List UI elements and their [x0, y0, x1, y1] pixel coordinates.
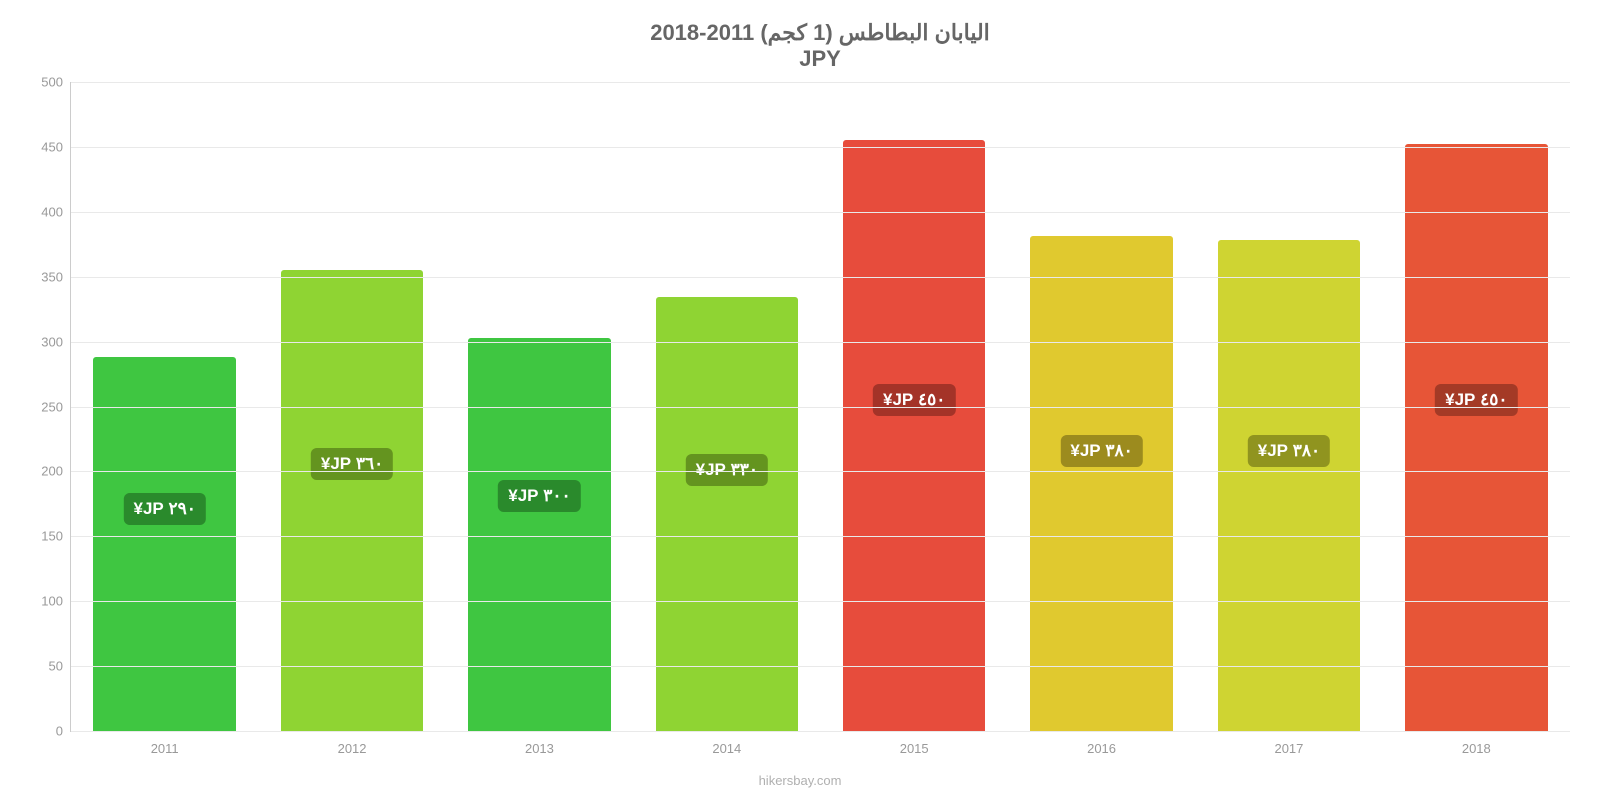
chart-title-line1: اليابان البطاطس (1 كجم) 2011-2018 [70, 20, 1570, 46]
bar [843, 140, 985, 731]
ytick-label: 200 [41, 464, 71, 479]
ytick-label: 0 [56, 724, 71, 739]
ytick-label: 100 [41, 594, 71, 609]
value-badge: ٤٥٠ JP¥ [873, 384, 955, 416]
ytick-label: 500 [41, 75, 71, 90]
value-badge: ٣٨٠ JP¥ [1248, 435, 1330, 467]
bar [93, 357, 235, 731]
bar [1405, 144, 1547, 731]
xtick-label: 2014 [712, 741, 741, 756]
gridline [71, 536, 1570, 537]
ytick-label: 50 [49, 659, 71, 674]
chart-title-line2: JPY [70, 46, 1570, 72]
gridline [71, 342, 1570, 343]
bar-chart: اليابان البطاطس (1 كجم) 2011-2018 JPY ٢٩… [0, 0, 1600, 800]
xtick-label: 2013 [525, 741, 554, 756]
ytick-label: 350 [41, 269, 71, 284]
gridline [71, 277, 1570, 278]
value-badge: ٢٩٠ JP¥ [123, 493, 205, 525]
gridline [71, 82, 1570, 83]
value-badge: ٣٦٠ JP¥ [311, 448, 393, 480]
gridline [71, 407, 1570, 408]
ytick-label: 300 [41, 334, 71, 349]
plot-area: ٢٩٠ JP¥2011٣٦٠ JP¥2012٣٠٠ JP¥2013٣٣٠ JP¥… [70, 82, 1570, 732]
xtick-label: 2015 [900, 741, 929, 756]
bar [468, 338, 610, 731]
value-badge: ٤٥٠ JP¥ [1435, 384, 1517, 416]
gridline [71, 731, 1570, 732]
gridline [71, 666, 1570, 667]
ytick-label: 450 [41, 139, 71, 154]
credit-text: hikersbay.com [759, 773, 842, 788]
bar [1030, 236, 1172, 731]
value-badge: ٣٨٠ JP¥ [1060, 435, 1142, 467]
ytick-label: 400 [41, 204, 71, 219]
value-badge: ٣٠٠ JP¥ [498, 480, 580, 512]
bar [1218, 240, 1360, 731]
gridline [71, 471, 1570, 472]
xtick-label: 2011 [151, 741, 179, 756]
xtick-label: 2017 [1274, 741, 1303, 756]
xtick-label: 2012 [338, 741, 367, 756]
xtick-label: 2016 [1087, 741, 1116, 756]
gridline [71, 601, 1570, 602]
ytick-label: 150 [41, 529, 71, 544]
gridline [71, 147, 1570, 148]
value-badge: ٣٣٠ JP¥ [686, 454, 768, 486]
bar [281, 270, 423, 731]
gridline [71, 212, 1570, 213]
ytick-label: 250 [41, 399, 71, 414]
xtick-label: 2018 [1462, 741, 1491, 756]
